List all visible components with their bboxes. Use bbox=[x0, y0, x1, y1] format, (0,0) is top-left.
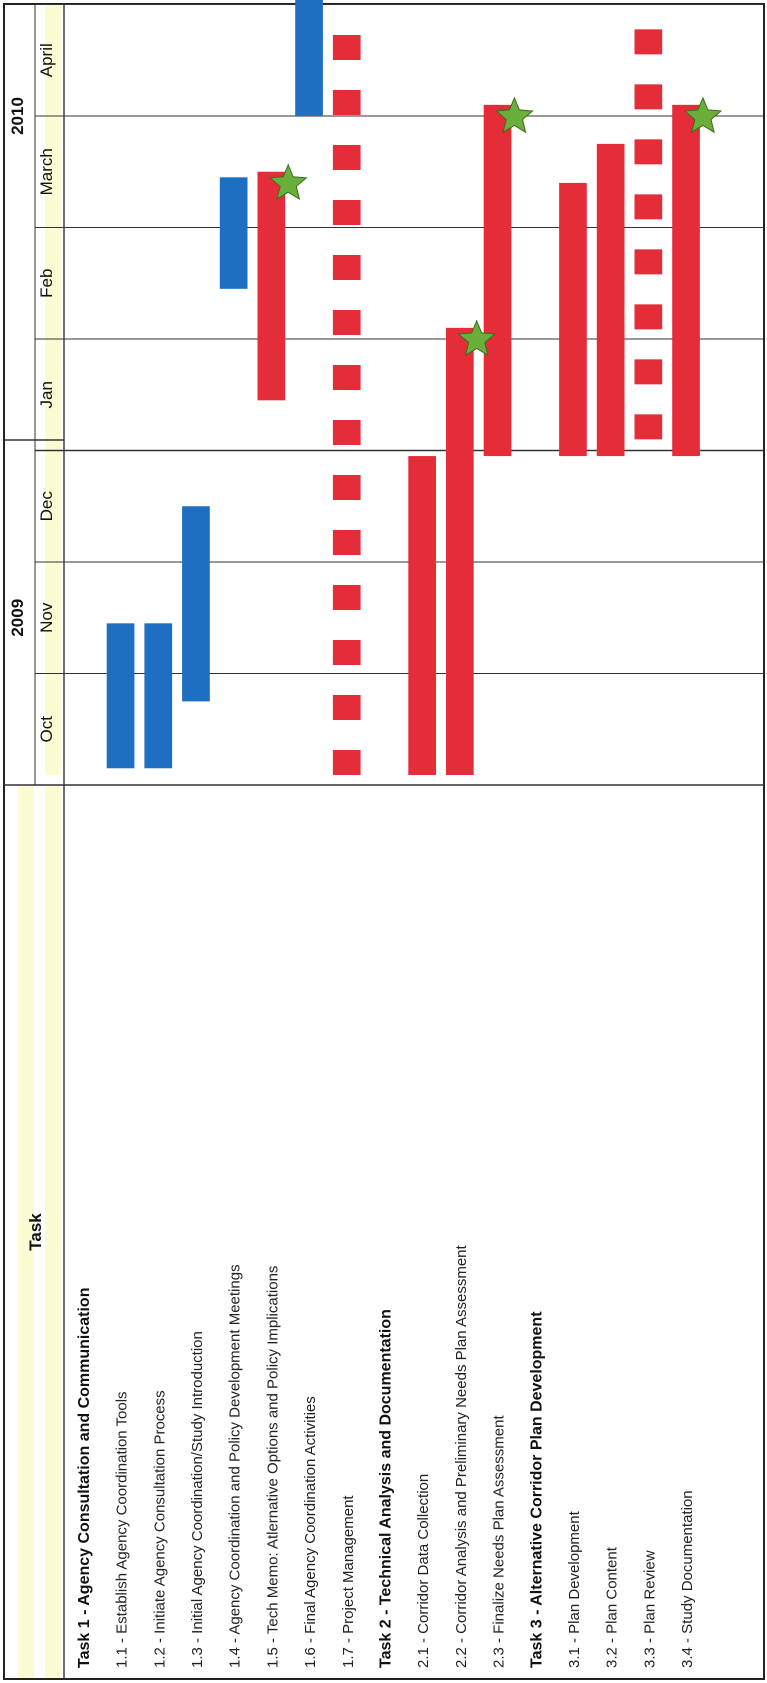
task-group-label: Task 1 - Agency Consultation and Communi… bbox=[76, 1288, 93, 1668]
bar-segment bbox=[332, 475, 361, 500]
bar bbox=[483, 104, 512, 457]
month-label: Dec bbox=[37, 491, 56, 522]
bar bbox=[182, 506, 210, 702]
bar bbox=[106, 623, 135, 769]
milestone-star bbox=[457, 319, 497, 357]
bar-segment bbox=[634, 414, 663, 440]
milestone-star bbox=[683, 96, 723, 134]
task-row-label: 2.2 - Corridor Analysis and Preliminary … bbox=[453, 1244, 470, 1668]
highlight-band-oct bbox=[45, 785, 61, 1678]
task-group-label: Task 2 - Technical Analysis and Document… bbox=[377, 1309, 394, 1668]
task-group-label: Task 3 - Alternative Corridor Plan Devel… bbox=[528, 1311, 545, 1668]
year-label: 2009 bbox=[8, 599, 27, 637]
row-labels: Task 1 - Agency Consultation and Communi… bbox=[76, 1244, 696, 1668]
bar-segment bbox=[332, 585, 361, 610]
task-row-label: 3.4 - Study Documentation bbox=[679, 1490, 696, 1668]
year-label: 2010 bbox=[8, 97, 27, 135]
bar-segment bbox=[332, 200, 361, 225]
header-labels: Task2009OctNovDec2010JanFebMarchAprilMay… bbox=[8, 43, 56, 1251]
task-row-label: 1.7 - Project Management bbox=[340, 1495, 357, 1668]
bar bbox=[672, 104, 700, 457]
month-label: April bbox=[37, 43, 56, 77]
month-label: Nov bbox=[37, 602, 56, 633]
task-row-label: 1.3 - Initial Agency Coordination/Study … bbox=[189, 1331, 206, 1668]
bar bbox=[219, 177, 248, 289]
bar-segment bbox=[332, 90, 361, 115]
bar-segment bbox=[634, 84, 663, 110]
task-row-label: 1.6 - Final Agency Coordination Activiti… bbox=[302, 1396, 319, 1668]
bar-segment bbox=[332, 310, 361, 335]
bar bbox=[295, 0, 323, 116]
month-label: Oct bbox=[37, 716, 56, 743]
bar-segment bbox=[634, 194, 663, 220]
bar-segment bbox=[332, 750, 361, 775]
task-row-label: 3.3 - Plan Review bbox=[641, 1550, 658, 1668]
bar-segment bbox=[332, 640, 361, 665]
bar-segment bbox=[332, 145, 361, 170]
highlight-band-task bbox=[18, 785, 34, 1678]
bar bbox=[446, 327, 474, 775]
task-row-label: 3.1 - Plan Development bbox=[566, 1510, 583, 1668]
task-row-label: 1.2 - Initiate Agency Consultation Proce… bbox=[151, 1390, 168, 1668]
bar-segment bbox=[634, 29, 663, 55]
bar-segment bbox=[634, 304, 663, 330]
month-gridlines bbox=[35, 4, 764, 674]
bar-segment bbox=[332, 695, 361, 720]
bar bbox=[257, 171, 286, 401]
month-label: March bbox=[37, 148, 56, 195]
bar-segment bbox=[332, 530, 361, 555]
task-row-label: 1.5 - Tech Memo: Atlernative Options and… bbox=[264, 1266, 281, 1668]
bar bbox=[144, 623, 173, 769]
task-row-label: 1.4 - Agency Coordination and Policy Dev… bbox=[227, 1264, 244, 1668]
bar-segment bbox=[332, 35, 361, 60]
bar-segment bbox=[634, 139, 663, 165]
bar-segment bbox=[634, 249, 663, 275]
milestone-star bbox=[495, 96, 534, 134]
bar bbox=[596, 143, 625, 457]
task-column-header: Task bbox=[26, 1213, 45, 1251]
bar-segment bbox=[332, 420, 361, 445]
milestones bbox=[268, 96, 723, 357]
milestone-star bbox=[268, 163, 308, 201]
task-row-label: 3.2 - Plan Content bbox=[604, 1546, 621, 1668]
highlight-band-jan bbox=[45, 5, 61, 775]
month-label: Feb bbox=[37, 269, 56, 298]
task-row-label: 2.3 - Finalize Needs Plan Assessment bbox=[491, 1415, 508, 1668]
bar-segment bbox=[332, 365, 361, 390]
task-row-label: 2.1 - Corridor Data Collection bbox=[415, 1474, 432, 1668]
bars bbox=[106, 0, 700, 775]
bar-segment bbox=[332, 255, 361, 280]
month-label: Jan bbox=[37, 381, 56, 408]
task-row-label: 1.1 - Establish Agency Coordination Tool… bbox=[114, 1391, 131, 1668]
bar bbox=[408, 456, 436, 775]
bar bbox=[559, 182, 587, 457]
bar-segment bbox=[634, 359, 663, 385]
